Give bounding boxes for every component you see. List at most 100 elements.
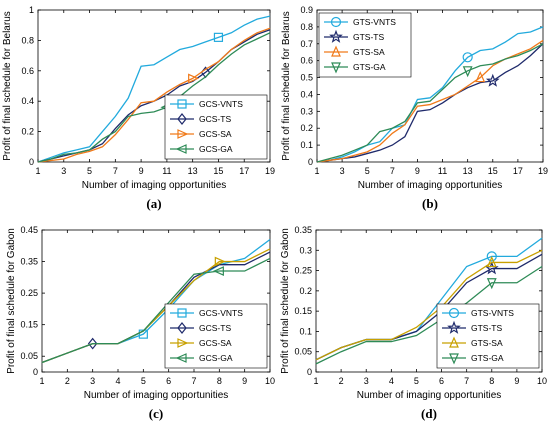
legend-marker xyxy=(177,308,187,318)
legend-entry: GCS-GA xyxy=(199,144,233,154)
y-tick-label: 0.6 xyxy=(21,66,34,76)
panel-caption: (b) xyxy=(422,196,438,211)
series-line-gts-vnts xyxy=(316,26,544,163)
y-tick-label: 0.25 xyxy=(294,266,312,276)
x-tick-label: 11 xyxy=(438,166,447,176)
y-axis-label: Profit of final schedule for Gabon xyxy=(6,228,17,374)
legend-marker xyxy=(330,16,342,28)
y-tick-label: 0.1 xyxy=(300,140,313,150)
legend-entry: GCS-TS xyxy=(199,114,231,124)
y-tick-label: 0.2 xyxy=(299,286,312,296)
y-tick-label: 0.15 xyxy=(20,320,38,330)
x-tick-label: 4 xyxy=(115,376,120,386)
x-tick-label: 5 xyxy=(365,166,370,176)
legend: GTS-VNTS GTS-TS GTS-SA GTS-GA xyxy=(318,12,412,78)
y-tick-label: 0 xyxy=(29,157,34,167)
legend-marker xyxy=(177,338,189,348)
legend-box xyxy=(436,303,540,369)
y-tick-label: 0.05 xyxy=(20,351,38,361)
chart-panel-c: 1 2 3 4 5 6 7 8 9 10 0 0.05 0.15 0.25 0.35 0.45 Number o… xyxy=(6,225,275,421)
legend-marker xyxy=(177,322,187,334)
y-tick-label: 0.8 xyxy=(300,22,313,32)
x-tick-label: 7 xyxy=(191,376,196,386)
series-marker-gts-vnts xyxy=(462,52,473,63)
y-axis-label: Profit of final schedule for Belarus xyxy=(2,11,13,161)
legend-marker xyxy=(177,129,189,139)
chart-panel-b: 1 3 5 7 9 11 13 15 17 1900.10.20.30.40.50.60.70.8… xyxy=(281,5,548,211)
x-tick-label: 3 xyxy=(61,166,66,176)
x-tick-label: 17 xyxy=(513,166,523,176)
legend-entry: GCS-GA xyxy=(199,353,233,363)
x-tick-label: 9 xyxy=(139,166,144,176)
x-tick-label: 2 xyxy=(339,376,344,386)
legend-entry: GCS-SA xyxy=(199,338,232,348)
legend-marker xyxy=(329,29,343,43)
y-tick-label: 1 xyxy=(29,5,34,15)
x-tick-label: 19 xyxy=(265,166,275,176)
legend-box xyxy=(164,303,268,369)
x-tick-label: 1 xyxy=(314,166,319,176)
y-tick-label: 0.6 xyxy=(300,56,313,66)
y-tick-label: 0.35 xyxy=(20,257,38,267)
series-marker-gcs-ga xyxy=(212,266,224,276)
x-tick-label: 8 xyxy=(217,376,222,386)
legend: GTS-VNTS GTS-TS GTS-SA GTS-GA xyxy=(436,303,540,369)
chart-panel-d: 1 2 3 4 5 6 7 8 9 10 0 0.05 0.1 0.15 0.2 0.25 0.3 0.35 Num… xyxy=(280,225,547,421)
legend-marker xyxy=(177,113,187,125)
x-tick-label: 13 xyxy=(188,166,198,176)
x-tick-label: 7 xyxy=(113,166,118,176)
x-axis-label: Number of imaging opportunities xyxy=(82,180,227,191)
legend-entry: GTS-VNTS xyxy=(353,17,396,27)
x-axis-label: Number of imaging opportunities xyxy=(358,180,503,191)
y-tick-label: 0.8 xyxy=(21,35,34,45)
y-tick-label: 0.05 xyxy=(294,347,312,357)
legend-entry: GCS-SA xyxy=(199,129,232,139)
y-tick-label: 0.3 xyxy=(300,106,313,116)
series-marker-gts-sa xyxy=(475,71,486,83)
legend-entry: GTS-TS xyxy=(353,32,384,42)
x-tick-label: 13 xyxy=(463,166,473,176)
series-marker-gts-ts xyxy=(485,73,500,87)
x-tick-label: 10 xyxy=(537,376,547,386)
legend-entry: GTS-TS xyxy=(471,323,502,333)
legend-entry: GTS-GA xyxy=(471,353,504,363)
x-tick-label: 6 xyxy=(439,376,444,386)
y-tick-label: 0.5 xyxy=(300,73,313,83)
series-marker-gts-sa xyxy=(486,255,497,268)
series-line-gcs-vnts xyxy=(37,15,271,163)
y-tick-label: 0 xyxy=(307,367,312,377)
legend-entry: GTS-GA xyxy=(353,62,386,72)
x-tick-label: 17 xyxy=(239,166,249,176)
legend-entry: GCS-TS xyxy=(199,323,231,333)
x-tick-label: 9 xyxy=(415,166,420,176)
legend-entry: GTS-SA xyxy=(353,47,385,57)
series-line-gts-ts xyxy=(316,43,544,163)
series-line-gcs-ga xyxy=(37,32,271,163)
x-tick-label: 4 xyxy=(389,376,394,386)
y-tick-label: 0.1 xyxy=(299,326,312,336)
x-tick-label: 1 xyxy=(313,376,318,386)
series-marker-gcs-sa xyxy=(214,256,226,267)
series-marker-gts-vnts xyxy=(486,251,497,262)
x-tick-label: 8 xyxy=(489,376,494,386)
legend: GCS-VNTS GCS-TS GCS-SA GCS-GA xyxy=(164,303,268,369)
series-marker-gcs-vnts xyxy=(213,32,224,42)
series-line-gts-ga xyxy=(316,43,544,163)
y-axis-label: Profit of final schedule for Belarus xyxy=(281,11,292,161)
y-tick-label: 0.25 xyxy=(20,288,38,298)
x-tick-label: 2 xyxy=(65,376,70,386)
legend-entry: GTS-SA xyxy=(471,338,503,348)
y-tick-label: 0.3 xyxy=(299,245,312,255)
y-tick-label: 0.35 xyxy=(294,225,312,235)
y-tick-label: 0.7 xyxy=(300,39,313,49)
x-tick-label: 11 xyxy=(162,166,171,176)
series-line-gcs-sa xyxy=(37,27,271,163)
y-tick-label: 0 xyxy=(33,367,38,377)
x-tick-label: 3 xyxy=(364,376,369,386)
x-tick-label: 1 xyxy=(35,166,40,176)
legend-marker xyxy=(449,336,459,348)
x-tick-label: 19 xyxy=(538,166,548,176)
legend-box xyxy=(164,94,268,160)
series-line-gts-ga xyxy=(315,265,543,365)
